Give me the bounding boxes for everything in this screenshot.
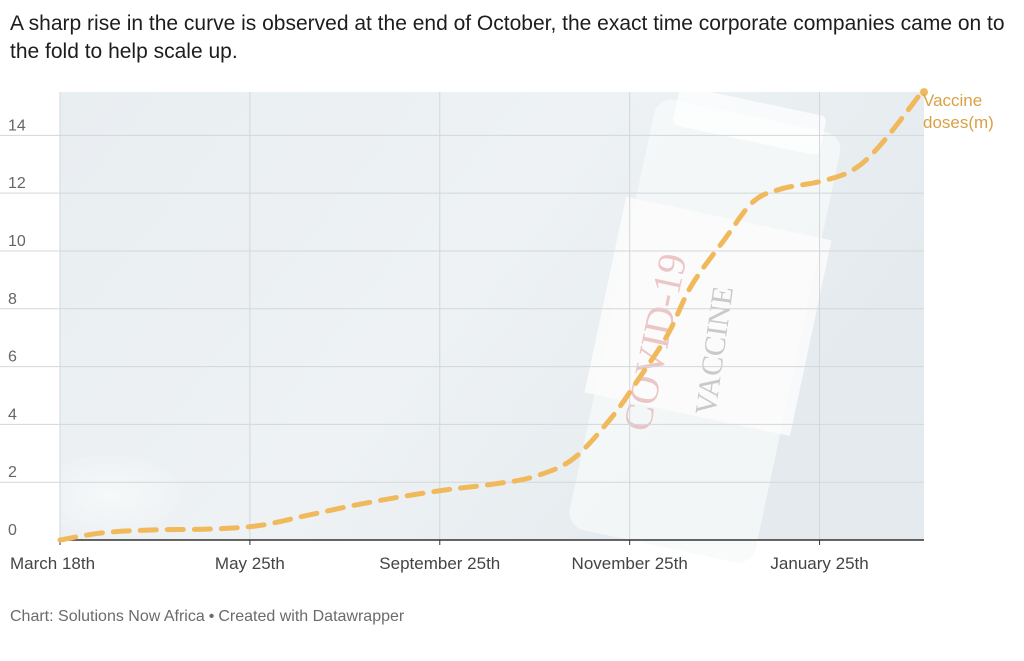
y-tick-label: 4: [8, 406, 17, 423]
chart-footer: Chart: Solutions Now Africa • Created with…: [10, 608, 404, 626]
footer-separator: •: [208, 608, 215, 625]
credit-label: Created with Datawrapper: [218, 608, 405, 625]
chart-headline: A sharp rise in the curve is observed at…: [10, 12, 1005, 63]
x-tick-label: November 25th: [572, 554, 688, 573]
series-endpoint: [920, 88, 928, 97]
y-tick-label: 10: [8, 233, 26, 250]
background-photo: COVID-19 VACCINE: [40, 86, 924, 563]
series-line: [57, 86, 927, 543]
y-tick-label: 2: [8, 464, 17, 481]
y-axis: 0 2 4 6 8 10 12 14: [8, 117, 26, 539]
y-tick-label: 8: [8, 291, 17, 308]
x-axis: March 18th May 25th September 25th November…: [10, 540, 869, 573]
series-label: doses(m): [923, 113, 994, 132]
y-tick-label: 14: [8, 117, 26, 134]
x-tick-label: March 18th: [10, 554, 95, 573]
x-tick-label: May 25th: [215, 554, 285, 573]
x-tick-label: September 25th: [379, 554, 500, 573]
y-tick-label: 12: [8, 175, 26, 192]
x-tick-label: January 25th: [770, 554, 868, 573]
y-tick-label: 0: [8, 522, 17, 539]
gridlines: [0, 92, 924, 540]
source-label: Chart: Solutions Now Africa: [10, 608, 205, 625]
y-tick-label: 6: [8, 349, 17, 366]
series-label: Vaccine: [923, 91, 982, 110]
series-layer: Vaccine doses(m): [57, 86, 994, 543]
